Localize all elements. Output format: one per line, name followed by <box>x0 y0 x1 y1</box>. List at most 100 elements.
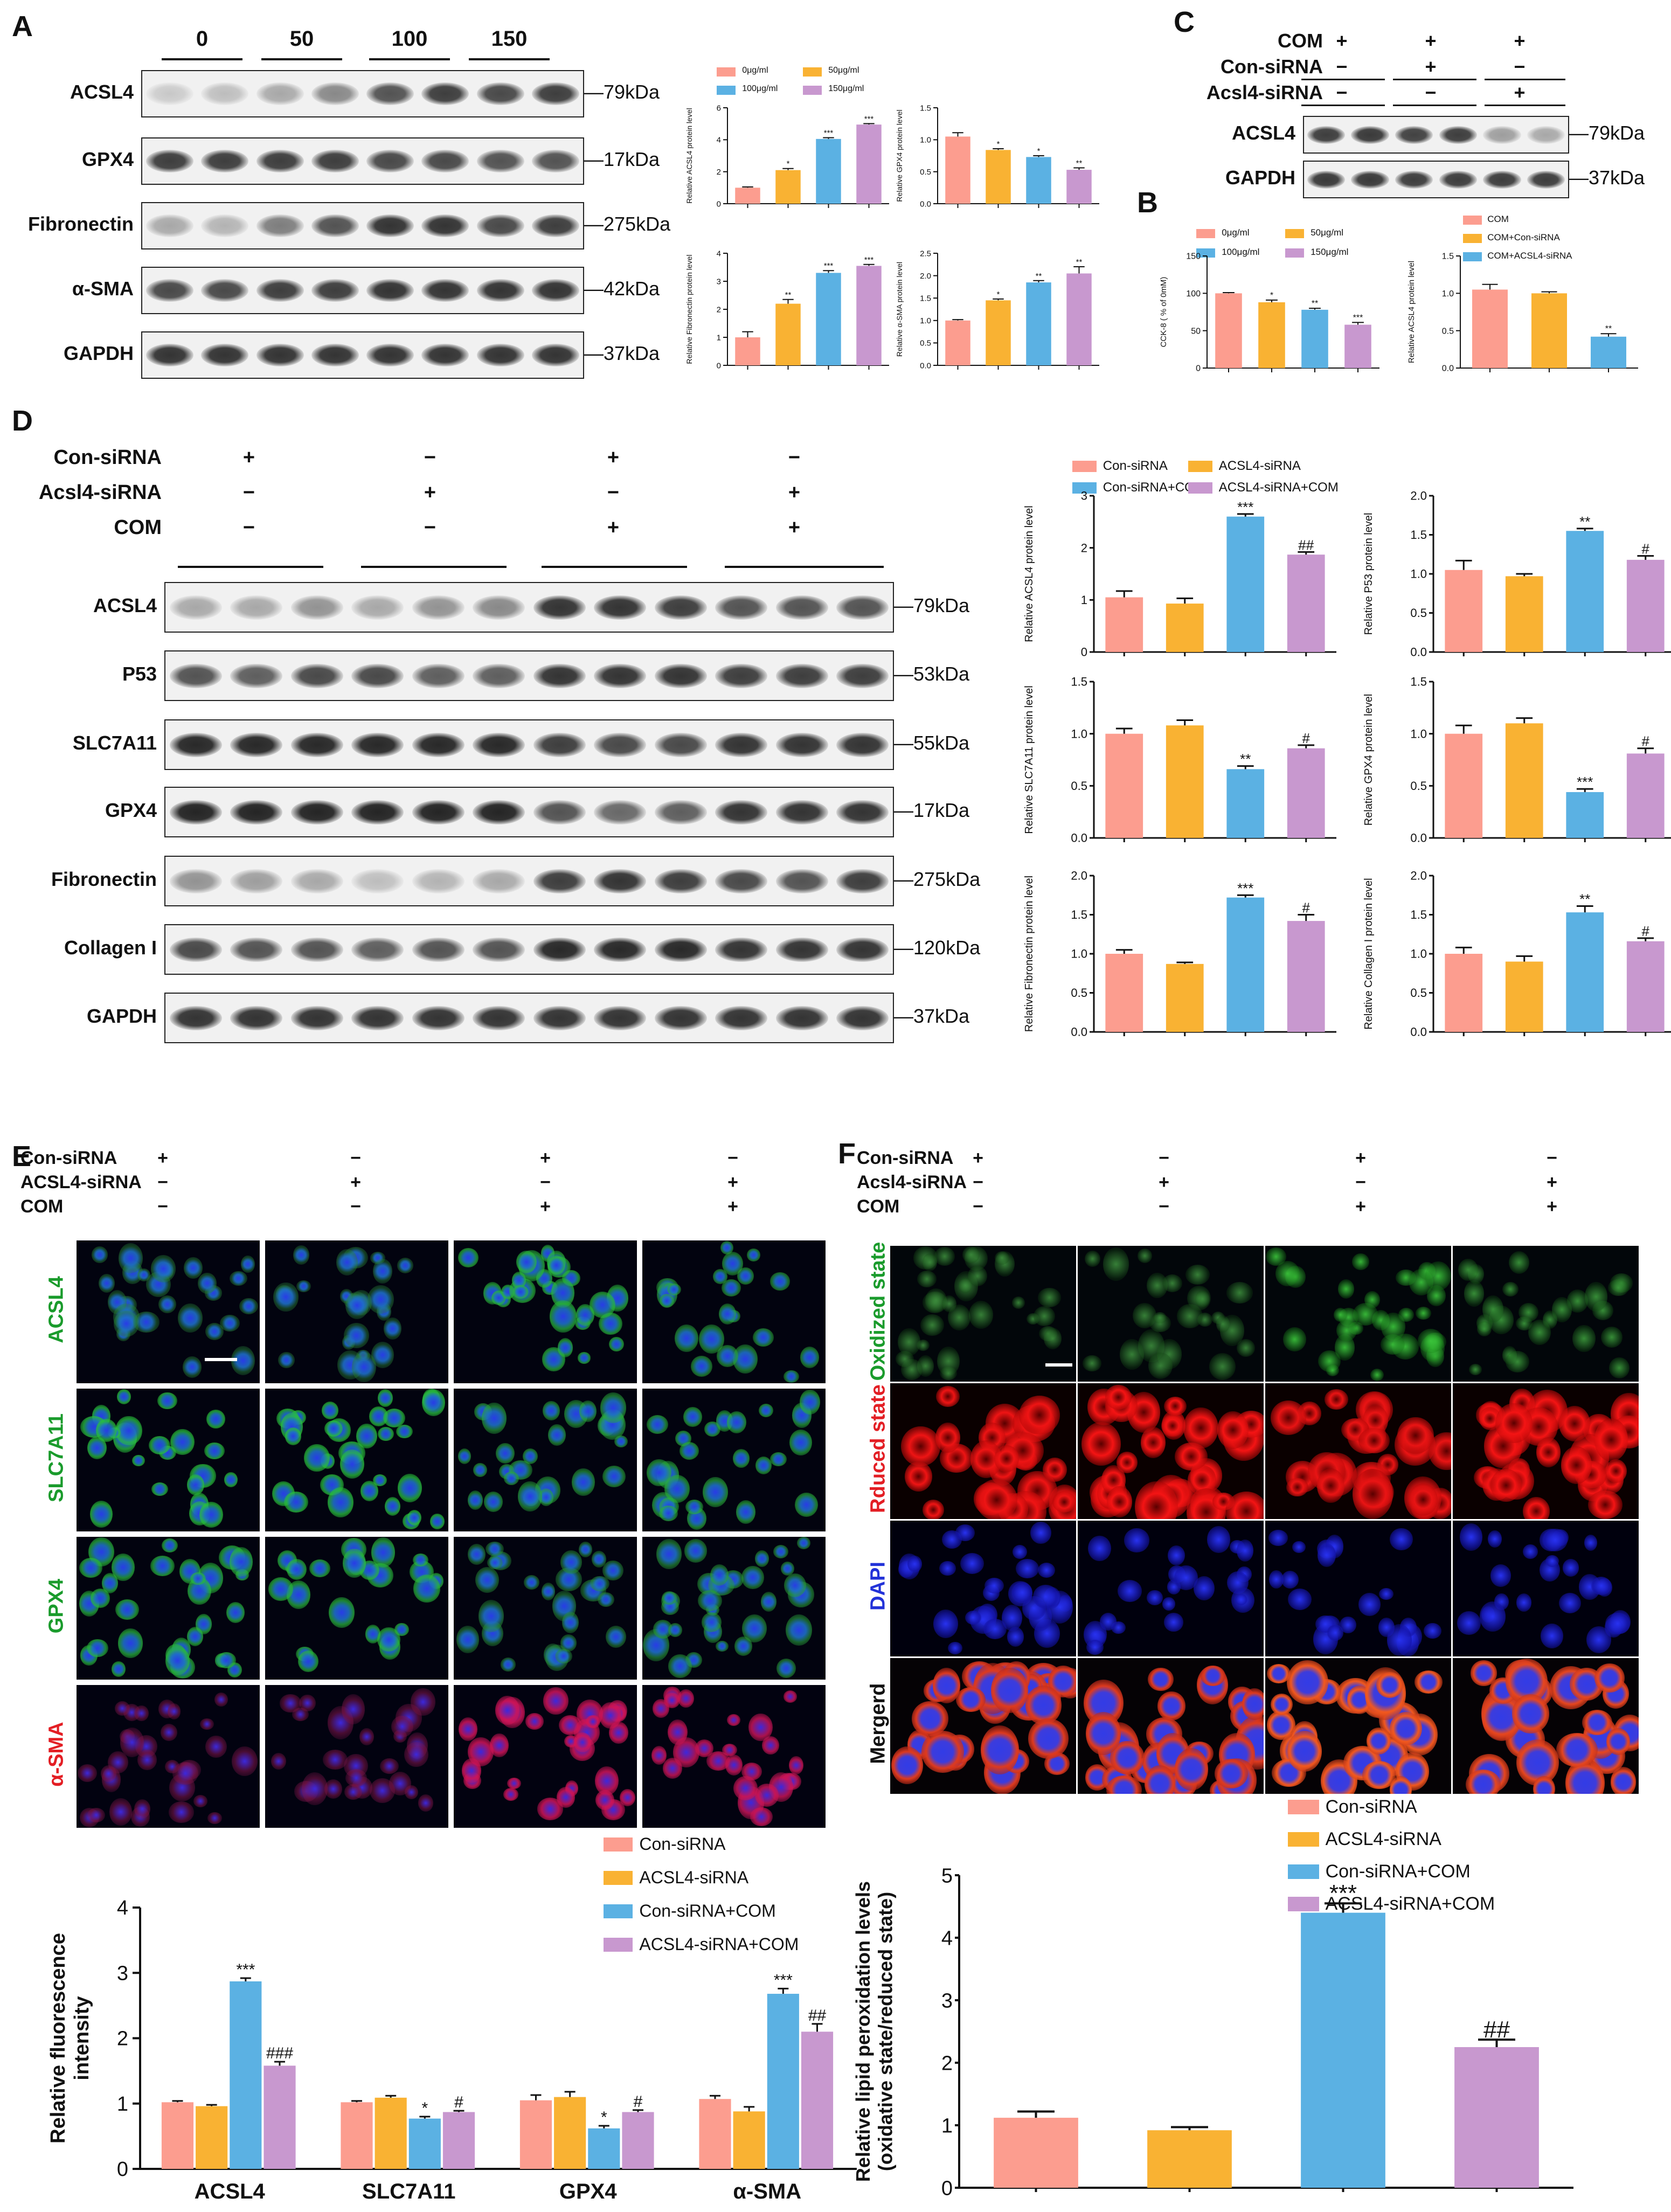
cell <box>205 1735 227 1758</box>
cell <box>653 1698 670 1718</box>
cell <box>1389 1712 1423 1746</box>
cell <box>1012 1296 1025 1309</box>
y-axis-label: Relative Collagen I protein level <box>1363 878 1375 1029</box>
cell <box>344 1784 362 1800</box>
collagen-i-blot-label: Collagen I <box>64 937 157 959</box>
cell <box>1516 1316 1533 1330</box>
cell <box>733 1776 758 1800</box>
cell <box>1236 1339 1255 1357</box>
micrograph <box>1264 1382 1452 1520</box>
x-tick-label: α-SMA <box>733 2180 801 2203</box>
y-tick-label: 4 <box>717 136 721 145</box>
slc7a11-blot-label: SLC7A11 <box>72 732 157 754</box>
cell <box>1215 1759 1249 1788</box>
bar <box>994 2118 1078 2188</box>
cell <box>467 1544 486 1565</box>
cell <box>1137 1249 1153 1263</box>
cell <box>1523 1544 1538 1559</box>
cell <box>216 1652 236 1668</box>
treatment-sign: − <box>727 1148 738 1168</box>
cell <box>668 1654 692 1679</box>
cell <box>370 1778 396 1804</box>
blot-band <box>421 344 469 366</box>
significance-mark: ** <box>1579 891 1590 907</box>
legend-label: ACSL4-siRNA+COM <box>639 1934 799 1954</box>
kda-marker: —37kDa <box>1569 167 1645 189</box>
acsl4-blot <box>141 70 584 117</box>
cell <box>727 1411 747 1433</box>
blot-band <box>256 214 304 237</box>
bar <box>1166 963 1204 1032</box>
micrograph <box>453 1684 638 1829</box>
dose-lane-label: 50 <box>289 27 314 51</box>
group-underline <box>542 566 687 568</box>
cell <box>920 1314 944 1336</box>
cell <box>1025 1685 1062 1725</box>
treatment-sign: + <box>1514 30 1526 52</box>
cell <box>1606 1728 1631 1755</box>
cell <box>1032 1584 1059 1608</box>
bar <box>1344 324 1371 368</box>
treatment-label: Acsl4-siRNA <box>1206 81 1323 103</box>
gapdh-blot <box>164 993 894 1043</box>
cell <box>1464 1280 1485 1307</box>
cell <box>755 1457 772 1474</box>
cell <box>789 1756 803 1774</box>
cell <box>169 1801 195 1823</box>
cell <box>1364 1291 1381 1309</box>
treatment-sign: + <box>1547 1196 1557 1217</box>
cell <box>762 1736 779 1755</box>
cell <box>293 1245 310 1265</box>
cell <box>1337 1279 1355 1299</box>
cell <box>736 1500 756 1524</box>
significance-mark: *** <box>1237 499 1253 515</box>
cell <box>1195 1291 1210 1308</box>
cell <box>558 1338 573 1357</box>
cell <box>1424 1622 1441 1639</box>
treatment-sign: + <box>1159 1172 1169 1192</box>
y-tick-label: 0 <box>117 2158 128 2181</box>
cell <box>769 1452 787 1466</box>
cell <box>95 1419 117 1443</box>
-sma-blot-label: α-SMA <box>72 278 134 300</box>
micrograph-row-label: α-SMA <box>45 1721 68 1787</box>
blot-band <box>715 1006 768 1030</box>
cell <box>1594 1663 1625 1693</box>
cell <box>1457 1611 1481 1635</box>
cell <box>962 1246 980 1263</box>
cell <box>394 1622 410 1636</box>
y-tick-label: 1 <box>1081 593 1087 607</box>
legend-label: Con-siRNA <box>1325 1796 1417 1817</box>
treatment-sign: + <box>607 446 620 469</box>
cell <box>1225 1491 1264 1519</box>
treatment-sign: − <box>1355 1172 1366 1192</box>
cell <box>384 1317 402 1340</box>
blot-band <box>421 150 469 172</box>
cell <box>1523 1496 1550 1519</box>
cell <box>752 1328 774 1347</box>
cell <box>87 1808 105 1822</box>
significance-mark: ** <box>1605 324 1612 334</box>
blot-band <box>531 279 579 302</box>
y-tick-label: 1.0 <box>1410 727 1427 740</box>
bar <box>1591 336 1626 368</box>
cell <box>907 1555 923 1572</box>
bar <box>986 150 1011 204</box>
acsl4-blot-label: ACSL4 <box>70 81 134 103</box>
blot-band <box>775 937 828 962</box>
y-tick-label: 0.0 <box>1071 1025 1087 1039</box>
blot-band <box>1527 126 1565 144</box>
cell <box>939 1561 956 1576</box>
blot-band <box>256 82 304 105</box>
cell <box>674 1324 698 1352</box>
cell <box>397 1258 414 1273</box>
bar <box>1626 941 1665 1032</box>
cell <box>199 1502 224 1528</box>
cell <box>1268 1530 1288 1546</box>
cell <box>659 1293 674 1308</box>
treatment-sign: + <box>540 1196 551 1217</box>
cell <box>1012 1544 1028 1559</box>
y-tick-label: 0 <box>717 361 721 370</box>
cell <box>360 1481 378 1501</box>
cell <box>1161 1414 1184 1437</box>
